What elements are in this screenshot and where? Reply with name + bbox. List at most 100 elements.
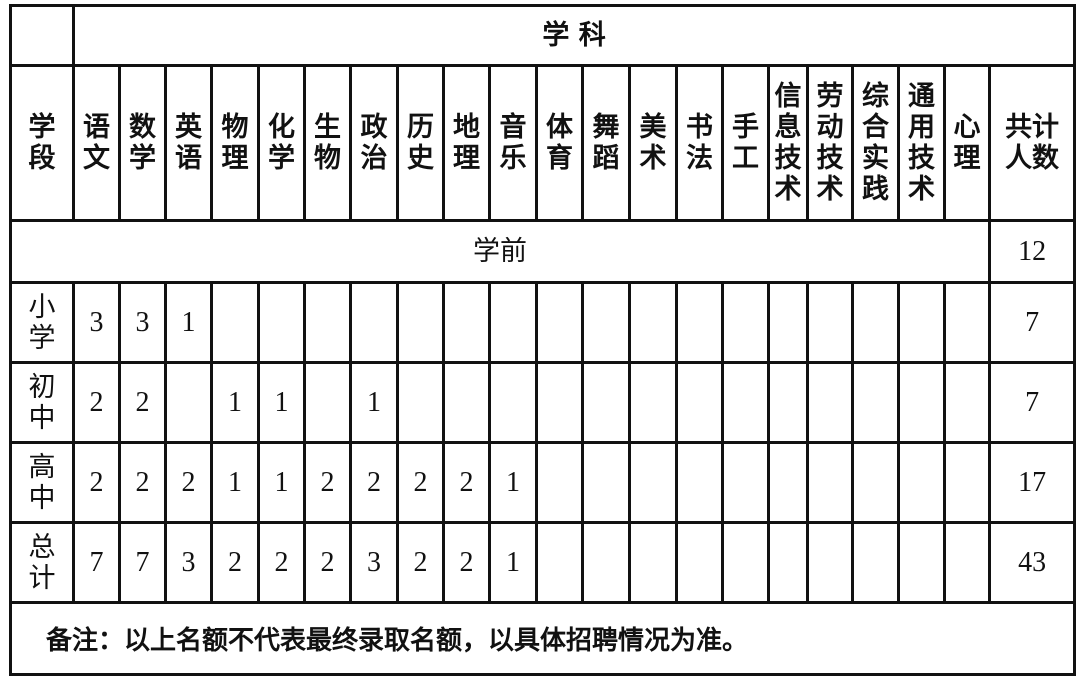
- quota-cell: 2: [257, 521, 306, 604]
- quota-cell: [257, 281, 306, 364]
- quota-cell: 3: [118, 281, 167, 364]
- quota-cell: [535, 441, 584, 524]
- quota-cell-text: 2: [413, 546, 428, 578]
- quota-cell: [675, 281, 724, 364]
- quota-cell: [349, 281, 399, 364]
- quota-cell-text: 2: [459, 546, 474, 578]
- subject-header-text: 历史: [407, 112, 434, 174]
- quota-cell-text: 2: [228, 546, 242, 578]
- quota-cell-text: 2: [89, 466, 104, 498]
- quota-cell: 2: [118, 441, 167, 524]
- quota-cell: [210, 281, 260, 364]
- subject-header: 手工: [721, 64, 770, 222]
- subject-header-text: 劳动技术: [816, 81, 844, 205]
- total-header: 共计人数: [987, 64, 1077, 222]
- quota-cell-text: 7: [89, 546, 104, 578]
- subject-header-text: 信息技术: [774, 81, 802, 205]
- subject-header: 生物: [303, 64, 352, 222]
- quota-cell: 1: [164, 281, 213, 364]
- quota-cell: [628, 361, 678, 444]
- quota-cell: [851, 441, 900, 524]
- stage-label: 高中: [9, 441, 75, 524]
- subject-header-text: 英语: [175, 112, 202, 174]
- quota-cell: [897, 521, 946, 604]
- quota-cell: [897, 281, 946, 364]
- quota-cell: 2: [396, 521, 445, 604]
- subject-header: 体育: [535, 64, 584, 222]
- quota-cell-text: 3: [135, 306, 150, 338]
- quota-cell: 2: [303, 441, 352, 524]
- quota-cell: [806, 521, 854, 604]
- preschool-row: 学前 12: [9, 219, 1077, 284]
- quota-cell: [851, 361, 900, 444]
- subject-header: 物理: [210, 64, 260, 222]
- subject-header-text: 舞蹈: [592, 112, 620, 174]
- quota-cell: 2: [442, 521, 491, 604]
- quota-cell: [721, 361, 770, 444]
- quota-cell-text: 1: [367, 386, 381, 418]
- total-header-text: 共计人数: [1005, 112, 1060, 174]
- quota-cell-text: 3: [89, 306, 104, 338]
- subject-header-text: 数学: [129, 112, 156, 174]
- stage-label-text: 小学: [28, 291, 56, 353]
- quota-cell-text: 1: [274, 386, 289, 418]
- quota-cell-text: 2: [320, 546, 335, 578]
- quota-cell: [721, 441, 770, 524]
- quota-cell: [943, 441, 991, 524]
- quota-cell: [628, 281, 678, 364]
- quota-cell: [628, 521, 678, 604]
- stage-header: 学段: [9, 64, 75, 222]
- quota-cell-text: 1: [274, 466, 289, 498]
- quota-cell: [581, 521, 631, 604]
- quota-cell: [897, 361, 946, 444]
- quota-cell: [442, 361, 491, 444]
- subject-header: 劳动技术: [806, 64, 854, 222]
- quota-cell: [581, 281, 631, 364]
- quota-cell-text: 1: [181, 306, 196, 338]
- subject-header: 政治: [349, 64, 399, 222]
- subjects-title-text: 学 科: [542, 20, 606, 51]
- quota-cell: [721, 281, 770, 364]
- quota-cell: [943, 361, 991, 444]
- subject-header: 历史: [396, 64, 445, 222]
- table-row: 总计 7 7 3 2 2 2 3 2 2 1 43: [9, 521, 1077, 604]
- quota-cell: [943, 521, 991, 604]
- quota-cell: 2: [442, 441, 491, 524]
- subject-header: 数学: [118, 64, 167, 222]
- subject-header-text: 地理: [453, 112, 480, 174]
- subject-header-text: 政治: [360, 112, 388, 174]
- quota-cell-text: 2: [89, 386, 104, 418]
- quota-cell: [396, 281, 445, 364]
- quota-cell: [767, 361, 809, 444]
- row-total: 43: [987, 521, 1077, 604]
- quota-cell: 2: [349, 441, 399, 524]
- subject-header: 音乐: [488, 64, 538, 222]
- row-total: 7: [987, 361, 1077, 444]
- quota-cell-text: 1: [228, 466, 242, 498]
- subject-header-text: 语文: [83, 112, 110, 174]
- quota-cell: [806, 281, 854, 364]
- quota-cell: [675, 441, 724, 524]
- quota-cell: 1: [210, 361, 260, 444]
- quota-cell: 2: [164, 441, 213, 524]
- subject-header-text: 音乐: [499, 112, 527, 174]
- quota-cell: 2: [303, 521, 352, 604]
- quota-cell: 1: [257, 441, 306, 524]
- quota-cell-text: 1: [506, 546, 520, 578]
- subject-header-text: 通用技术: [908, 81, 935, 205]
- subject-header: 心理: [943, 64, 991, 222]
- stage-label-text: 高中: [28, 451, 56, 513]
- quota-cell: [535, 361, 584, 444]
- quota-cell: [535, 521, 584, 604]
- preschool-label-text: 学前: [473, 236, 527, 266]
- note-row: 备注：以上名额不代表最终录取名额，以具体招聘情况为准。: [8, 601, 1077, 676]
- preschool-total: 12: [987, 219, 1077, 284]
- subject-header: 书法: [675, 64, 724, 222]
- quota-cell: [675, 521, 724, 604]
- recruitment-quota-table: 学 科学段 语文 数学 英语 物理 化学 生物 政治 历史 地理 音乐 体育 舞蹈 美术 书法 手工 信息技术劳…: [8, 4, 1077, 676]
- quota-cell: [851, 281, 900, 364]
- stage-label: 总计: [9, 521, 75, 604]
- quota-cell: 3: [349, 521, 399, 604]
- note-text: 备注：以上名额不代表最终录取名额，以具体招聘情况为准。: [46, 626, 749, 656]
- quota-cell: 2: [72, 361, 121, 444]
